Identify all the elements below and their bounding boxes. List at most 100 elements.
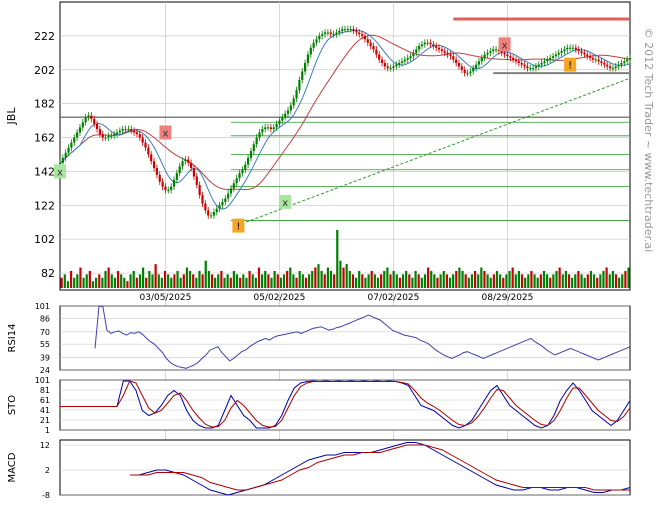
volume-bar [270, 277, 273, 288]
volume-bar [364, 277, 367, 288]
volume-bar [464, 274, 467, 288]
volume-bar [561, 274, 564, 288]
volume-bar [104, 270, 107, 288]
candle-body [358, 32, 361, 35]
candle-body [221, 201, 224, 206]
volume-bar [452, 274, 455, 288]
candle-body [398, 62, 401, 65]
candle-body [235, 178, 238, 184]
volume-bar [129, 274, 132, 288]
candle-body [224, 198, 227, 202]
volume-bar [414, 270, 417, 288]
volume-bar [351, 274, 355, 288]
candle-body [321, 34, 324, 36]
volume-bar [120, 274, 123, 288]
volume-bar [354, 277, 358, 288]
signal-marker-label: ! [568, 61, 572, 72]
volume-bar [91, 281, 95, 288]
volume-bar [380, 274, 383, 288]
candle-body [258, 132, 261, 138]
volume-bar [445, 274, 448, 288]
trendline [236, 77, 631, 227]
candle-body [383, 62, 386, 67]
volume-bar [358, 270, 361, 288]
candle-body [130, 129, 133, 131]
volume-bar [621, 274, 624, 288]
candle-body [67, 147, 70, 153]
candle-body [432, 44, 435, 47]
candle-body [503, 52, 506, 55]
candle-body [98, 129, 101, 135]
candle-body [164, 186, 167, 191]
candle-body [378, 54, 381, 60]
volume-bar [307, 274, 311, 288]
volume-bar [132, 270, 135, 288]
candle-body [346, 29, 349, 31]
candle-body [272, 127, 275, 130]
candle-body [355, 30, 358, 33]
volume-bar [126, 281, 129, 288]
candle-body [152, 161, 156, 169]
candle-body [469, 71, 472, 74]
ma-long-line [59, 34, 631, 191]
candle-body [90, 115, 93, 119]
volume-bar [192, 274, 195, 288]
volume-bar [157, 274, 160, 288]
candle-body [400, 61, 404, 63]
volume-bar [276, 274, 279, 288]
sto-axis-label: STO [7, 395, 18, 415]
candle-body [269, 127, 272, 130]
volume-bar [417, 274, 420, 288]
candle-body [70, 142, 73, 148]
volume-bar [420, 277, 423, 288]
candle-body [289, 105, 292, 111]
volume-bar [207, 270, 210, 288]
candle-body [326, 32, 329, 34]
candle-body [577, 49, 580, 52]
candle-body [335, 32, 338, 35]
candle-body [93, 118, 96, 124]
signal-marker-label: x [57, 167, 63, 178]
volume-bar [160, 277, 163, 288]
volume-bar [461, 270, 464, 288]
candle-body [543, 61, 546, 63]
volume-bar [248, 270, 251, 288]
volume-bar [511, 267, 514, 288]
volume-bar [173, 274, 176, 288]
candle-body [574, 47, 577, 50]
volume-bar [167, 274, 170, 288]
volume-bar [311, 270, 314, 288]
candle-body [591, 57, 595, 60]
volume-bar [605, 267, 608, 288]
candle-body [343, 29, 347, 31]
candle-body [204, 203, 207, 211]
price-tick-label: 202 [34, 64, 55, 77]
volume-bar [473, 270, 477, 288]
volume-bar [401, 274, 405, 288]
rsi-panel-frame [59, 305, 631, 371]
candle-body [167, 190, 170, 192]
volume-bar [455, 270, 458, 288]
candle-body [443, 51, 446, 53]
candle-body [141, 137, 144, 143]
candle-body [198, 184, 201, 196]
volume-bar [63, 274, 66, 288]
candle-body [332, 34, 335, 36]
rsi-tick-label: 24 [40, 366, 50, 375]
volume-bar [85, 274, 88, 288]
candle-body [155, 168, 158, 175]
volume-bar [138, 274, 142, 288]
candle-body [264, 127, 267, 130]
candle-body [207, 210, 210, 216]
volume-bar [95, 277, 98, 288]
candle-body [455, 59, 458, 63]
candle-body [58, 162, 62, 164]
candle-body [286, 110, 290, 114]
signal-marker-box [54, 164, 66, 179]
volume-bar [279, 277, 282, 288]
volume-bar [163, 270, 167, 288]
signal-marker-label: x [162, 128, 168, 139]
volume-bar [239, 277, 242, 288]
volume-bar [370, 270, 373, 288]
candle-body [617, 64, 620, 67]
